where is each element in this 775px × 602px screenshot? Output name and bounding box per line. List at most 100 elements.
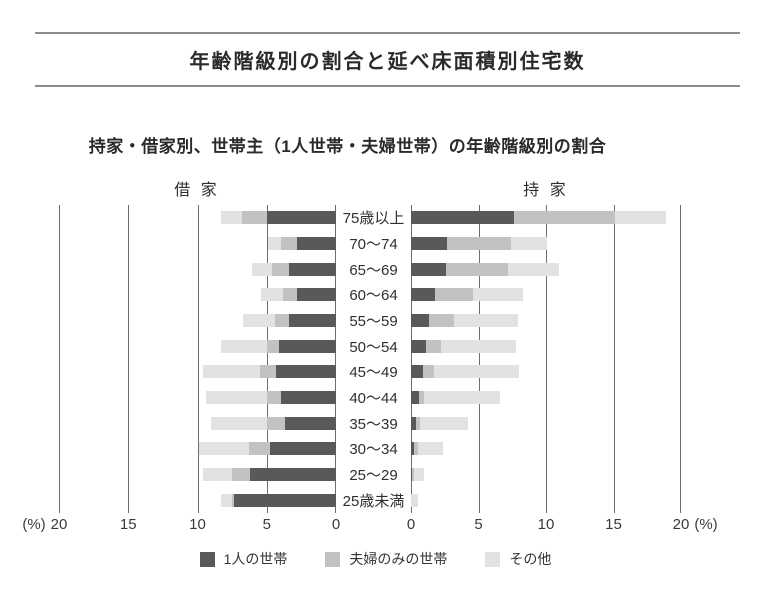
bar-segment-series-2	[508, 262, 560, 276]
right-bar-rows	[411, 205, 681, 513]
bar-row-left	[59, 410, 336, 436]
bar-segment-series-0	[411, 391, 420, 405]
category-label: 25〜29	[349, 467, 398, 485]
category-label: 45〜49	[349, 364, 398, 382]
category-label-row: 30〜34	[336, 436, 411, 462]
bar-row-right	[411, 462, 681, 488]
header-rule-top	[35, 32, 740, 34]
bar-segment-series-0	[288, 262, 336, 276]
bar-segment-series-0	[411, 314, 429, 328]
legend-swatch	[325, 551, 341, 567]
bar-segment-series-2	[413, 468, 425, 482]
bar-segment-series-2	[221, 493, 233, 507]
bar-row-right	[411, 256, 681, 282]
gridline	[128, 205, 130, 513]
bar-segment-series-1	[280, 237, 298, 250]
legend-label: 夫婦のみの世帯	[349, 551, 448, 567]
bar-segment-series-2	[433, 365, 519, 379]
bar-segment-series-0	[411, 416, 417, 430]
header-rule-bottom	[35, 85, 740, 87]
bar-segment-series-0	[411, 442, 414, 456]
bar-row-left	[59, 282, 336, 308]
bar-row-left	[59, 436, 336, 462]
category-label-row: 60〜64	[336, 282, 411, 308]
gridline	[613, 205, 615, 513]
bar-segment-series-2	[203, 468, 233, 482]
bar-segment-series-0	[269, 442, 336, 456]
bar-segment-series-1	[419, 391, 425, 405]
bar-segment-series-1	[423, 365, 434, 379]
bar-segment-series-0	[233, 493, 336, 507]
category-label-row: 25〜29	[336, 462, 411, 488]
bar-row-left	[59, 308, 336, 334]
category-label-row: 35〜39	[336, 410, 411, 436]
category-label-row: 70〜74	[336, 231, 411, 257]
bar-row-right	[411, 385, 681, 411]
right-bars-panel	[411, 205, 681, 513]
category-label: 25歳未満	[342, 492, 405, 510]
legend-label: 1人の世帯	[223, 551, 288, 567]
axis-tick-label-right: 0	[406, 516, 416, 533]
bar-row-left	[59, 256, 336, 282]
legend-item: 1人の世帯	[199, 549, 288, 569]
bar-row-left	[59, 359, 336, 385]
axis-tick-label-left: 10	[189, 516, 206, 533]
gridline	[478, 205, 480, 513]
legend-swatch	[199, 551, 215, 567]
bar-segment-series-1	[275, 314, 289, 328]
bar-segment-series-2	[251, 262, 273, 276]
bar-row-left	[59, 205, 336, 231]
bar-segment-series-2	[440, 339, 517, 353]
category-label: 70〜74	[349, 236, 398, 253]
bar-segment-series-1	[447, 237, 511, 250]
bar-row-right	[411, 436, 681, 462]
bar-segment-series-1	[413, 442, 418, 456]
bar-segment-series-2	[510, 237, 548, 250]
bar-row-right	[411, 333, 681, 359]
bar-segment-series-2	[261, 288, 284, 302]
bar-row-right	[411, 410, 681, 436]
bar-segment-series-0	[411, 339, 426, 353]
bar-segment-series-1	[248, 442, 270, 456]
gridline	[266, 205, 268, 513]
category-label: 60〜64	[349, 287, 398, 305]
bar-segment-series-2	[198, 442, 249, 456]
bar-row-left	[59, 231, 336, 257]
chart-title: 持家・借家別、世帯主（1人世帯・夫婦世帯）の年齢階級別の割合	[88, 137, 607, 156]
bar-segment-series-1	[416, 416, 421, 430]
bar-segment-series-1	[266, 416, 285, 430]
bar-segment-series-1	[272, 262, 289, 276]
bar-segment-series-2	[454, 314, 518, 328]
bar-segment-series-1	[266, 391, 281, 405]
axis-unit-label-left: (%)	[22, 516, 46, 533]
axis-tick-label-right: 20	[672, 516, 690, 533]
bar-row-right	[411, 359, 681, 385]
bar-segment-series-0	[279, 339, 336, 353]
category-label-row: 45〜49	[336, 359, 411, 385]
chart-legend: 1人の世帯 夫婦のみの世帯 その他	[0, 549, 763, 569]
bar-row-left	[59, 333, 336, 359]
category-labels-column: 75歳以上 70〜74 65〜69 60〜64 55〜59 50〜54 45〜49 40〜44…	[336, 205, 411, 513]
category-label: 40〜44	[349, 390, 398, 408]
bar-segment-series-2	[473, 288, 524, 302]
category-label: 50〜54	[349, 338, 398, 356]
bar-row-right	[411, 282, 681, 308]
bar-segment-series-0	[411, 211, 514, 225]
bar-row-right	[411, 231, 681, 257]
axis-tick-label-left: 5	[262, 516, 271, 533]
gridline	[335, 205, 336, 513]
category-label-row: 75歳以上	[336, 205, 411, 231]
bar-segment-series-0	[411, 288, 436, 302]
bar-segment-series-0	[297, 237, 336, 250]
axis-tick-label-right: 5	[474, 516, 483, 533]
bar-segment-series-1	[283, 288, 298, 302]
axis-tick-label-left: 15	[119, 516, 137, 533]
bar-row-right	[411, 308, 681, 334]
gridline	[680, 205, 681, 513]
category-label-row: 50〜54	[336, 333, 411, 359]
left-bar-rows	[59, 205, 336, 513]
bar-segment-series-2	[614, 211, 667, 225]
gridline	[411, 205, 412, 513]
